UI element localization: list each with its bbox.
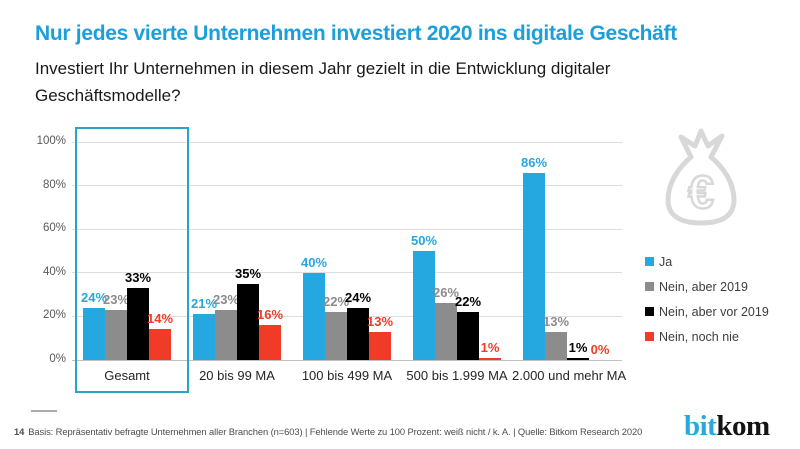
bar bbox=[215, 309, 237, 360]
y-axis-tick-label: 60% bbox=[42, 222, 66, 235]
bar bbox=[193, 314, 215, 360]
bar-value-label: 24% bbox=[344, 289, 372, 305]
y-axis-tick-label: 20% bbox=[42, 309, 66, 322]
bar-value-label: 22% bbox=[454, 294, 482, 310]
bar bbox=[303, 272, 325, 360]
money-bag-body bbox=[665, 154, 737, 226]
bar bbox=[435, 303, 457, 360]
legend-item: Ja bbox=[645, 249, 795, 274]
bar bbox=[347, 307, 369, 360]
plot-area: 24% 21% 40% 50% 86% 23% 23% 22% 26% 13% 33% 35% 24% 2… bbox=[72, 141, 626, 383]
bar-value-label: 24% bbox=[80, 289, 108, 305]
bar-value-label: 0% bbox=[590, 342, 610, 357]
bar-value-label: 50% bbox=[410, 233, 438, 248]
bar-value-label: 1% bbox=[568, 339, 588, 355]
x-category-label: 20 bis 99 MA bbox=[199, 368, 275, 383]
bar-value-label: 26% bbox=[432, 285, 460, 301]
bar bbox=[83, 307, 105, 360]
bar bbox=[105, 309, 127, 360]
y-axis: 0% 20% 40% 60% 80% 100% bbox=[14, 135, 66, 365]
gridline bbox=[72, 141, 622, 143]
footnote-text: Basis: Repräsentativ befragte Unternehme… bbox=[28, 426, 643, 437]
legend-item: Nein, aber 2019 bbox=[645, 274, 795, 299]
legend-label: Ja bbox=[659, 254, 673, 269]
bar-value-label: 22% bbox=[322, 294, 350, 310]
gesamt-highlight-box bbox=[75, 127, 189, 393]
x-category-label: 100 bis 499 MA bbox=[301, 368, 393, 383]
bar bbox=[523, 172, 545, 360]
legend-swatch-icon bbox=[645, 282, 654, 291]
page-number: 14 bbox=[14, 426, 25, 437]
bar-value-label: 33% bbox=[124, 270, 152, 286]
bar bbox=[325, 312, 347, 360]
bitkom-logo-bit: bit bbox=[684, 410, 717, 442]
x-category-label: Gesamt bbox=[104, 368, 150, 383]
gridline bbox=[72, 272, 622, 274]
y-axis-tick-label: 0% bbox=[49, 353, 66, 365]
bar bbox=[237, 283, 259, 360]
bar bbox=[369, 331, 391, 360]
x-category-label: 500 bis 1.999 MA bbox=[406, 368, 508, 383]
legend-label: Nein, aber vor 2019 bbox=[659, 304, 769, 319]
bar bbox=[413, 251, 435, 360]
x-category-label: 2.000 und mehr MA bbox=[512, 368, 627, 383]
bar-value-label: 14% bbox=[146, 311, 174, 327]
bar-value-label: 1% bbox=[480, 339, 500, 355]
gridline bbox=[72, 359, 622, 361]
footnote: 14 Basis: Repräsentativ befragte Unterne… bbox=[14, 426, 674, 437]
y-axis-tick-label: 40% bbox=[42, 265, 66, 278]
bar-value-label: 23% bbox=[212, 291, 240, 307]
money-bag-euro-icon: € bbox=[665, 128, 737, 226]
legend-item: Nein, aber vor 2019 bbox=[645, 299, 795, 324]
legend-swatch-icon bbox=[645, 307, 654, 316]
page-subtitle: Investiert Ihr Unternehmen in diesem Jah… bbox=[35, 59, 611, 105]
footer-divider bbox=[31, 410, 57, 412]
bar-value-label: 13% bbox=[542, 313, 570, 329]
bar bbox=[479, 357, 501, 360]
page-title: Nur jedes vierte Unternehmen investiert … bbox=[35, 22, 677, 45]
bitkom-logo-kom: kom bbox=[716, 410, 770, 442]
bar-value-label: 16% bbox=[256, 307, 284, 323]
bar bbox=[149, 329, 171, 360]
bar bbox=[545, 331, 567, 360]
legend: Ja Nein, aber 2019 Nein, aber vor 2019 Nein… bbox=[645, 249, 795, 349]
legend-label: Nein, aber 2019 bbox=[659, 279, 748, 294]
legend-swatch-icon bbox=[645, 332, 654, 341]
gridline bbox=[72, 185, 622, 187]
bar-value-label: 40% bbox=[300, 254, 328, 270]
bar-value-label: 86% bbox=[520, 154, 548, 170]
euro-symbol: € bbox=[688, 166, 714, 218]
bar bbox=[457, 312, 479, 360]
bar bbox=[127, 288, 149, 360]
legend-item: Nein, noch nie bbox=[645, 324, 795, 349]
bar-value-label: 21% bbox=[190, 296, 218, 312]
y-axis-tick-label: 100% bbox=[36, 135, 66, 147]
bar-value-label: 35% bbox=[234, 265, 262, 281]
bitkom-logo: bitkom bbox=[684, 410, 770, 443]
bar bbox=[567, 357, 589, 360]
legend-swatch-icon bbox=[645, 257, 654, 266]
bar bbox=[259, 325, 281, 360]
bar-value-label: 13% bbox=[366, 313, 394, 329]
y-axis-tick-label: 80% bbox=[42, 178, 66, 191]
money-bag-ties bbox=[678, 128, 725, 160]
gridline bbox=[72, 228, 622, 230]
bar-value-label: 23% bbox=[102, 291, 130, 307]
legend-label: Nein, noch nie bbox=[659, 329, 739, 344]
